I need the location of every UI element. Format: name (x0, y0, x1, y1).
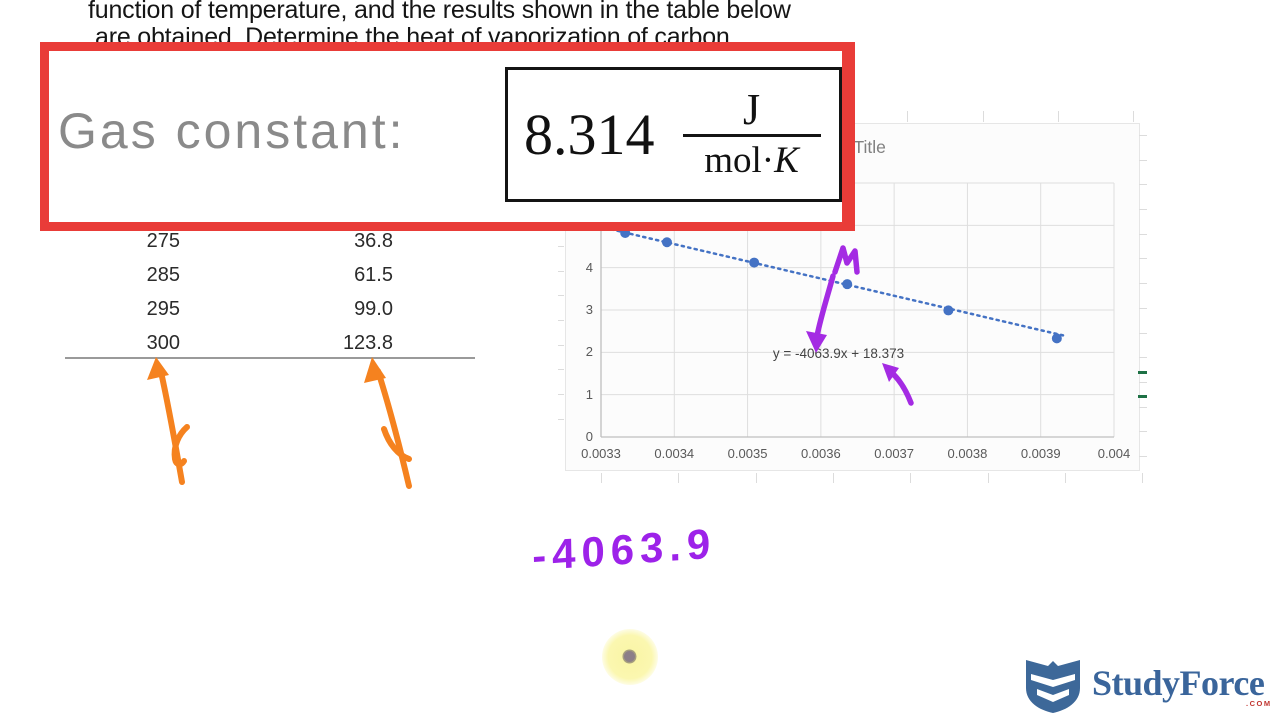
sheet-gridline-tick (1139, 135, 1147, 136)
sheet-gridline-tick (907, 111, 908, 122)
sheet-gridline-tick (1139, 382, 1147, 383)
handwritten-slope: -4063.9 (531, 519, 717, 580)
sheet-gridline-tick (1139, 357, 1147, 358)
temperature-cell: 275 (146, 230, 180, 252)
pressure-cell: 123.8 (342, 332, 393, 354)
unit-fraction: J mol·K (682, 84, 821, 183)
sheet-gridline-tick (558, 295, 564, 296)
sheet-gridline-tick (1139, 407, 1147, 408)
y-axis-tick-label: 0 (585, 429, 593, 444)
studyforce-watermark: StudyForce .COM (1022, 658, 1270, 719)
sheet-gridline-tick (1139, 258, 1147, 259)
y-axis-tick-label: 2 (585, 344, 593, 360)
studyforce-brand-text: StudyForce (1092, 663, 1265, 703)
sheet-gridline-tick (983, 111, 984, 122)
y-axis-tick-label: 4 (585, 259, 593, 275)
green-dash (1138, 395, 1147, 398)
sheet-gridline-tick (558, 369, 564, 370)
x-axis-tick-label: 0.0033 (581, 446, 621, 461)
sheet-gridline-tick (1133, 111, 1134, 122)
sheet-gridline-tick (988, 473, 989, 483)
temperature-cell: 300 (146, 332, 180, 354)
sheet-gridline-tick (1065, 473, 1066, 483)
orange-arrow-right (375, 368, 412, 489)
data-table: 275 36.8 285 61.5 295 99.0 300 123.8 (65, 224, 475, 360)
x-axis-tick-label: 0.0037 (874, 446, 915, 461)
orange-arrow-left (158, 369, 190, 485)
sheet-gridline-tick (1139, 308, 1147, 309)
table-row: 300 123.8 (65, 326, 475, 360)
pressure-cell: 61.5 (354, 264, 393, 286)
fraction-bar (682, 133, 821, 137)
green-dash (1138, 371, 1147, 374)
sheet-gridline-tick (756, 473, 757, 483)
problem-text-line1: function of temperature, and the results… (88, 0, 791, 24)
sheet-gridline-tick (558, 246, 564, 247)
sheet-gridline-tick (558, 419, 564, 420)
table-row: 275 36.8 (65, 224, 475, 258)
temperature-cell: 285 (146, 264, 180, 286)
sheet-gridline-tick (601, 473, 602, 483)
gas-constant-formula-box: 8.314 J mol·K (505, 67, 842, 202)
sheet-gridline-tick (1139, 431, 1147, 432)
sheet-gridline-tick (558, 271, 564, 272)
orange-arrowhead-right (364, 357, 386, 383)
temperature-cell: 295 (146, 298, 180, 320)
y-axis-tick-label: 3 (585, 302, 593, 317)
chart-svg (600, 182, 1115, 438)
sheet-gridline-tick (678, 473, 679, 483)
cursor-dot (624, 651, 635, 662)
table-row: 285 61.5 (65, 258, 475, 292)
y-axis-tick-label: 1 (585, 386, 593, 402)
table-rule (65, 357, 475, 359)
studyforce-shield-icon (1026, 660, 1080, 713)
x-axis-tick-label: 0.0038 (947, 446, 988, 461)
pressure-cell: 99.0 (354, 298, 393, 320)
table-row: 295 99.0 (65, 292, 475, 326)
gas-constant-label: Gas constant: (58, 103, 406, 159)
sheet-gridline-tick (558, 394, 564, 395)
trendline-equation: y = -4063.9x + 18.373 (772, 346, 905, 361)
sheet-gridline-tick (1142, 473, 1143, 483)
x-axis-tick-label: 0.0039 (1020, 446, 1061, 461)
x-axis-tick-label: 0.0034 (654, 446, 695, 461)
sheet-gridline-tick (910, 473, 911, 483)
unit-numerator: J (742, 84, 761, 134)
sheet-gridline-tick (833, 473, 834, 483)
x-axis-tick-label: 0.0035 (727, 446, 768, 461)
gas-constant-value: 8.314 (524, 102, 655, 167)
orange-arrowhead-left (147, 357, 169, 380)
sheet-gridline-tick (558, 320, 564, 321)
unit-denominator: mol·K (704, 139, 799, 181)
sheet-gridline-tick (1139, 160, 1147, 161)
studyforce-tld-text: .COM (1246, 699, 1272, 708)
sheet-gridline-tick (1139, 333, 1147, 334)
sheet-gridline-tick (1139, 283, 1147, 284)
sheet-gridline-tick (1139, 234, 1147, 235)
sheet-gridline-tick (1139, 184, 1147, 185)
x-axis-tick-label: 0.0036 (800, 446, 841, 461)
pressure-cell: 36.8 (354, 230, 393, 252)
sheet-gridline-tick (1139, 456, 1147, 457)
x-axis-tick-label: 0.004 (1097, 446, 1131, 461)
sheet-gridline-tick (558, 345, 564, 346)
sheet-gridline-tick (1058, 111, 1059, 122)
sheet-gridline-tick (1139, 209, 1147, 210)
